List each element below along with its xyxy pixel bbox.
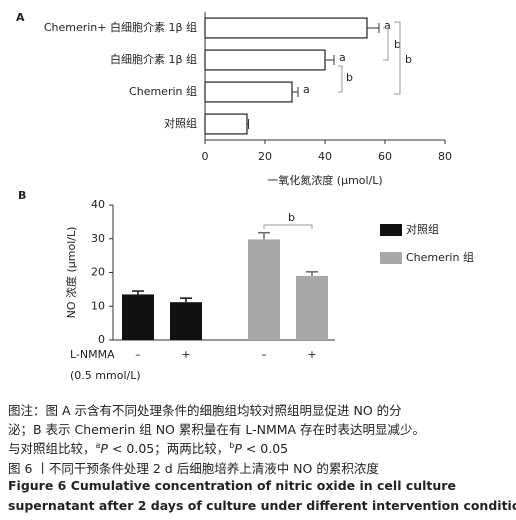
caption-line: 图注：图 A 示含有不同处理条件的细胞组均较对照组明显促进 NO 的分 <box>8 403 402 418</box>
error-bar <box>247 119 249 129</box>
bracket <box>263 224 313 229</box>
y-tick-label: 白细胞介素 1β 组 <box>110 52 197 66</box>
legend-swatch <box>380 252 402 264</box>
panel-label: B <box>18 189 26 202</box>
y-tick-label: 20 <box>91 266 105 279</box>
caption-line: 泌；B 表示 Chemerin 组 NO 累积量在有 L-NMMA 存在时表达明… <box>8 422 426 437</box>
bar-annotation: a <box>303 83 310 96</box>
x-tick-label: 20 <box>258 150 272 163</box>
error-bar <box>306 271 318 276</box>
bar <box>204 17 368 39</box>
legend-label: 对照组 <box>406 222 439 236</box>
bracket <box>383 27 389 61</box>
y-tick-label: 对照组 <box>164 116 197 130</box>
error-bar <box>180 297 192 303</box>
error-bar <box>292 87 299 97</box>
error-bar <box>367 23 380 33</box>
text: P <box>100 441 108 456</box>
bar-annotation: a <box>384 19 391 32</box>
bar <box>204 81 293 103</box>
bar <box>204 113 248 135</box>
bracket <box>394 21 401 95</box>
x-tick-label: – <box>261 348 267 361</box>
x-tick-label: 60 <box>378 150 392 163</box>
y-tick-label: 40 <box>91 198 105 211</box>
error-bar <box>325 55 335 65</box>
caption-figure: 图 6 丨不同干预条件处理 2 d 后细胞培养上清液中 NO 的累积浓度 <box>8 461 379 476</box>
legend-swatch <box>380 224 402 236</box>
error-bar <box>132 290 144 295</box>
figure: A 0 20 40 60 80 一氧化氮浓度 (μmol/L) Chemerin+ 白细胞介素… <box>16 11 474 382</box>
panel-label: A <box>16 11 25 24</box>
y-tick-label: Chemerin+ 白细胞介素 1β 组 <box>44 20 197 34</box>
bar <box>248 239 280 340</box>
text: < 0.05 <box>241 441 289 456</box>
sup: a <box>95 440 101 450</box>
y-tick-label: 30 <box>91 232 105 245</box>
text: P <box>234 441 242 456</box>
text: < 0.05；两两比较， <box>107 441 230 456</box>
comparison-label: b <box>405 53 412 66</box>
x-tick-label: + <box>307 348 316 361</box>
x-axis-label: 一氧化氮浓度 (μmol/L) <box>267 173 382 187</box>
bar-annotation: a <box>339 51 346 64</box>
caption-english: Figure 6 Cumulative concentration of nit… <box>8 478 456 493</box>
text: 与对照组比较， <box>8 441 96 456</box>
legend-label: Chemerin 组 <box>406 250 474 264</box>
x-tick-label: 40 <box>318 150 332 163</box>
comparison-label: b <box>394 38 401 51</box>
x-tick-label: – <box>135 348 141 361</box>
bar <box>170 302 202 340</box>
comparison-label: b <box>346 71 353 84</box>
caption-english: supernatant after 2 days of culture unde… <box>8 498 516 513</box>
error-bar <box>258 231 270 240</box>
caption-stats: 与对照组比较，aP < 0.05；两两比较，bP < 0.05 <box>8 438 288 457</box>
sup: b <box>229 440 235 450</box>
x-tick-label: 80 <box>438 150 452 163</box>
y-tick-label: Chemerin 组 <box>129 84 197 98</box>
bracket <box>338 65 343 93</box>
x-tick-label: + <box>181 348 190 361</box>
x-tick-label: 0 <box>202 150 209 163</box>
y-tick-label: 10 <box>91 299 105 312</box>
bar <box>296 275 328 340</box>
comparison-label: b <box>288 211 295 224</box>
row-label: (0.5 mmol/L) <box>70 369 141 382</box>
bar <box>204 49 326 71</box>
row-label: L-NMMA <box>70 348 115 361</box>
bar <box>122 294 154 340</box>
y-axis-label: NO 浓度 (μmol/L) <box>64 227 78 319</box>
y-tick-label: 0 <box>98 333 105 346</box>
